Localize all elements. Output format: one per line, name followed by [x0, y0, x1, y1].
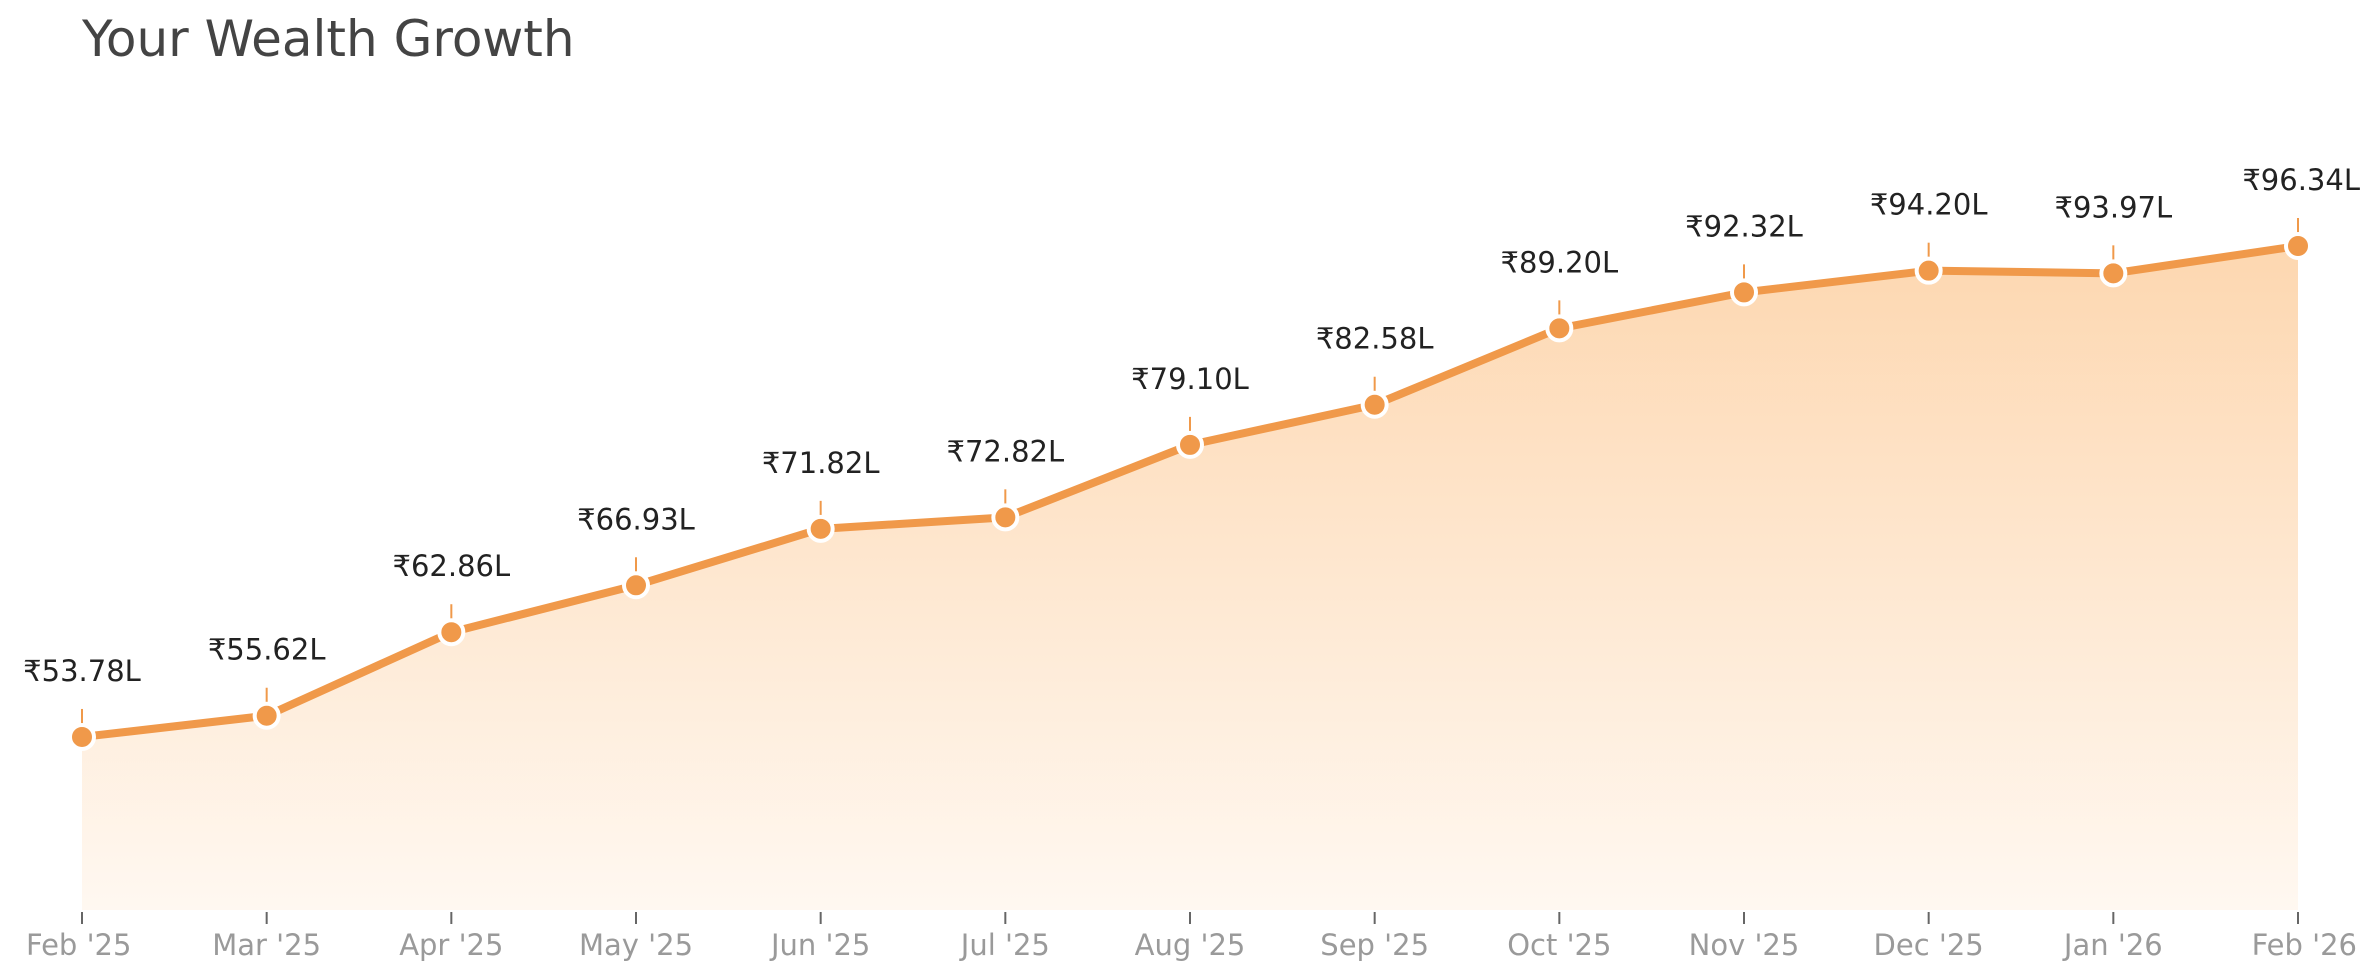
area-fill [82, 246, 2298, 910]
data-point-2 [437, 618, 466, 647]
data-point-8 [1545, 314, 1574, 343]
x-tick-label-2: Apr '25 [399, 928, 503, 962]
x-tick-label-1: Mar '25 [212, 928, 321, 962]
data-point-5 [991, 503, 1020, 532]
data-label-7: ₹82.58L [1316, 322, 1434, 356]
data-point-9 [1730, 278, 1758, 307]
x-tick-label-9: Nov '25 [1689, 928, 1800, 962]
x-tick-label-7: Sep '25 [1320, 928, 1429, 962]
x-tick-label-4: Jun '25 [769, 928, 870, 962]
data-label-8: ₹89.20L [1501, 245, 1619, 279]
data-point-10 [1914, 256, 1943, 285]
x-tick-label-12: Feb '26 [2252, 928, 2357, 962]
data-point-7 [1360, 390, 1389, 419]
data-label-3: ₹66.93L [577, 502, 695, 536]
data-label-12: ₹96.34L [2242, 163, 2360, 197]
x-tick-label-3: May '25 [579, 928, 693, 962]
x-tick-label-6: Aug '25 [1135, 928, 1246, 962]
data-label-10: ₹94.20L [1870, 188, 1988, 222]
x-tick-label-10: Dec '25 [1874, 928, 1984, 962]
data-point-0 [68, 722, 96, 751]
data-point-3 [622, 571, 650, 600]
data-point-4 [806, 514, 835, 543]
data-label-6: ₹79.10L [1131, 362, 1249, 396]
chart-title: Your Wealth Growth [82, 10, 575, 68]
data-label-5: ₹72.82L [947, 434, 1065, 468]
data-label-2: ₹62.86L [393, 549, 511, 583]
x-tick-label-11: Jan '26 [2062, 928, 2163, 962]
x-tick-label-8: Oct '25 [1507, 928, 1611, 962]
data-label-1: ₹55.62L [208, 633, 326, 667]
data-label-4: ₹71.82L [762, 446, 880, 480]
data-point-11 [2099, 259, 2128, 288]
x-tick-label-0: Feb '25 [26, 928, 131, 962]
data-point-1 [252, 701, 281, 730]
data-label-0: ₹53.78L [23, 654, 141, 688]
data-label-11: ₹93.97L [2055, 190, 2173, 224]
data-label-9: ₹92.32L [1685, 209, 1803, 243]
x-tick-label-5: Jul '25 [959, 928, 1050, 962]
data-point-6 [1176, 430, 1204, 459]
data-point-12 [2284, 232, 2312, 260]
